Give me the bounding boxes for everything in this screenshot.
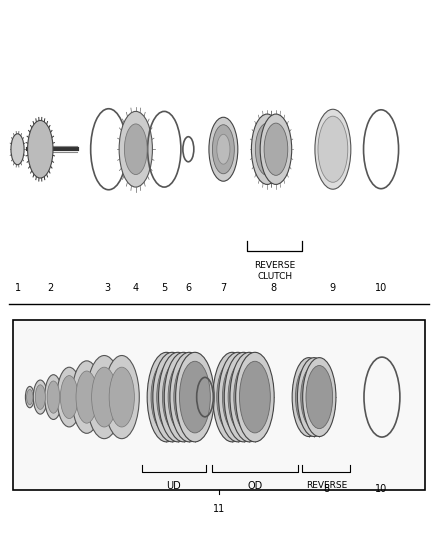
Ellipse shape: [306, 366, 332, 429]
Text: 6: 6: [185, 283, 191, 293]
Text: 9: 9: [330, 283, 336, 293]
Ellipse shape: [213, 352, 251, 442]
Ellipse shape: [157, 361, 187, 433]
Ellipse shape: [255, 123, 279, 175]
Ellipse shape: [292, 358, 325, 437]
Ellipse shape: [92, 367, 117, 427]
Ellipse shape: [240, 361, 270, 433]
Text: 10: 10: [375, 283, 387, 293]
Ellipse shape: [124, 124, 147, 175]
Text: 1: 1: [14, 283, 21, 293]
Ellipse shape: [104, 356, 139, 439]
Ellipse shape: [25, 386, 34, 408]
Ellipse shape: [33, 380, 47, 414]
Ellipse shape: [230, 352, 268, 442]
Ellipse shape: [212, 125, 234, 174]
Ellipse shape: [174, 361, 205, 433]
Ellipse shape: [209, 117, 238, 181]
Ellipse shape: [180, 361, 210, 433]
Ellipse shape: [170, 352, 208, 442]
Ellipse shape: [264, 123, 288, 175]
Ellipse shape: [45, 375, 62, 419]
Ellipse shape: [76, 371, 97, 423]
Ellipse shape: [217, 361, 247, 433]
Ellipse shape: [60, 376, 78, 418]
Ellipse shape: [109, 367, 134, 427]
Ellipse shape: [159, 352, 197, 442]
Text: REVERSE
CLUTCH: REVERSE CLUTCH: [254, 261, 296, 280]
Ellipse shape: [168, 361, 199, 433]
Text: 7: 7: [220, 283, 226, 293]
Ellipse shape: [234, 361, 265, 433]
Ellipse shape: [236, 352, 274, 442]
Ellipse shape: [151, 361, 182, 433]
Text: 8: 8: [271, 283, 277, 293]
Ellipse shape: [27, 390, 33, 405]
Ellipse shape: [224, 352, 263, 442]
Ellipse shape: [28, 120, 53, 178]
Ellipse shape: [260, 114, 292, 184]
Text: 2: 2: [47, 283, 53, 293]
Ellipse shape: [296, 366, 322, 429]
Ellipse shape: [47, 381, 60, 413]
Text: 5: 5: [161, 283, 167, 293]
Ellipse shape: [251, 114, 283, 184]
Bar: [13, 320, 425, 490]
Ellipse shape: [303, 358, 336, 437]
Ellipse shape: [87, 356, 122, 439]
Ellipse shape: [301, 366, 327, 429]
Text: 8: 8: [323, 484, 329, 494]
Ellipse shape: [119, 111, 152, 187]
Ellipse shape: [217, 134, 230, 164]
Ellipse shape: [153, 352, 191, 442]
Text: 11: 11: [213, 504, 225, 514]
Ellipse shape: [72, 361, 102, 433]
Ellipse shape: [176, 352, 214, 442]
Ellipse shape: [11, 134, 24, 165]
Ellipse shape: [147, 352, 186, 442]
Text: 4: 4: [133, 283, 139, 293]
Ellipse shape: [315, 109, 351, 189]
Ellipse shape: [297, 358, 331, 437]
Ellipse shape: [223, 361, 253, 433]
Ellipse shape: [57, 367, 81, 427]
Ellipse shape: [219, 352, 257, 442]
Ellipse shape: [318, 116, 348, 182]
Ellipse shape: [164, 352, 203, 442]
Ellipse shape: [228, 361, 259, 433]
Text: UD: UD: [166, 481, 181, 491]
Ellipse shape: [35, 385, 46, 409]
Text: OD: OD: [247, 481, 262, 491]
Text: 10: 10: [375, 484, 387, 494]
Text: 3: 3: [104, 283, 110, 293]
Text: REVERSE: REVERSE: [306, 481, 347, 490]
Ellipse shape: [162, 361, 193, 433]
